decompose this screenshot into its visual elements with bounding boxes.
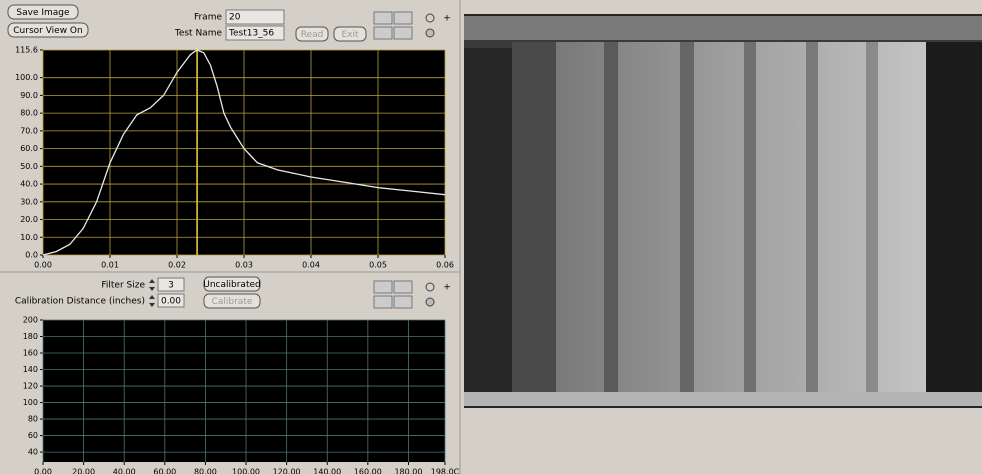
x-tick-label: 0.00 <box>34 261 52 270</box>
y-tick-label: 115.6 <box>15 46 38 55</box>
camera-image <box>464 14 982 408</box>
y-tick-label: 100 <box>23 398 38 407</box>
field-label: Calibration Distance (inches) <box>15 297 145 307</box>
y-tick-label: 20.0 <box>20 215 38 224</box>
y-tick-label: 40.0 <box>20 180 38 189</box>
y-tick-label: 180 <box>23 332 38 341</box>
field-value: 20 <box>229 13 241 23</box>
y-tick-label: 140 <box>23 365 38 374</box>
x-tick-label: 0.06 <box>436 261 454 270</box>
x-tick-label: 100.00 <box>232 468 260 474</box>
x-tick-label: 0.04 <box>302 261 320 270</box>
x-tick-label: 198.0C <box>431 468 460 474</box>
field-label: Frame <box>194 13 223 23</box>
button-label: Read <box>301 30 324 40</box>
field-label: Filter Size <box>101 281 145 291</box>
x-tick-label: 0.05 <box>369 261 387 270</box>
x-tick-label: 40.00 <box>113 468 136 474</box>
y-tick-label: 30.0 <box>20 197 38 206</box>
save-image-button[interactable]: Save Image <box>8 5 78 19</box>
button-label: Cursor View On <box>13 26 82 36</box>
field-value: Test13_56 <box>228 29 274 39</box>
exit-button[interactable]: Exit <box>334 27 366 41</box>
field-value: 0.00 <box>161 297 181 307</box>
y-tick-label: 80.0 <box>20 109 38 118</box>
y-tick-label: 100.0 <box>15 73 38 82</box>
y-tick-label: 200 <box>23 316 38 325</box>
x-tick-label: 0.03 <box>235 261 253 270</box>
button-label: Save Image <box>16 8 70 18</box>
calibrate-button[interactable]: Calibrate <box>204 294 260 308</box>
y-tick-label: 10.0 <box>20 233 38 242</box>
y-tick-label: 50.0 <box>20 162 38 171</box>
vi-front-panel: Save Image Cursor View On Frame 20 Test … <box>0 0 982 474</box>
y-tick-label: 90.0 <box>20 91 38 100</box>
x-tick-label: 20.00 <box>72 468 95 474</box>
x-tick-label: 0.02 <box>168 261 186 270</box>
uncalibrated-button[interactable]: Uncalibrated <box>203 277 260 291</box>
x-tick-label: 0.00 <box>34 468 52 474</box>
svg-text:+: + <box>443 14 451 24</box>
x-tick-label: 0.01 <box>101 261 119 270</box>
y-tick-label: 70.0 <box>20 126 38 135</box>
cursor-view-button[interactable]: Cursor View On <box>8 23 88 37</box>
y-tick-label: 120 <box>23 382 38 391</box>
plot-area <box>43 320 445 462</box>
x-tick-label: 60.00 <box>153 468 176 474</box>
y-tick-label: 80 <box>28 415 38 424</box>
y-tick-label: 40 <box>28 448 38 457</box>
y-tick-label: 60 <box>28 431 38 440</box>
y-tick-label: 0.0 <box>25 251 38 260</box>
x-tick-label: 120.00 <box>273 468 301 474</box>
x-tick-label: 160.00 <box>354 468 382 474</box>
y-tick-label: 160 <box>23 349 38 358</box>
button-label: Calibrate <box>212 297 253 307</box>
y-tick-label: 60.0 <box>20 144 38 153</box>
x-tick-label: 180.00 <box>394 468 422 474</box>
button-label: Exit <box>341 30 359 40</box>
x-tick-label: 140.00 <box>313 468 341 474</box>
field-label: Test Name <box>174 29 223 39</box>
button-label: Uncalibrated <box>203 280 260 290</box>
field-value: 3 <box>168 281 174 291</box>
read-button[interactable]: Read <box>296 27 328 41</box>
x-tick-label: 80.00 <box>194 468 217 474</box>
svg-text:+: + <box>443 283 451 293</box>
